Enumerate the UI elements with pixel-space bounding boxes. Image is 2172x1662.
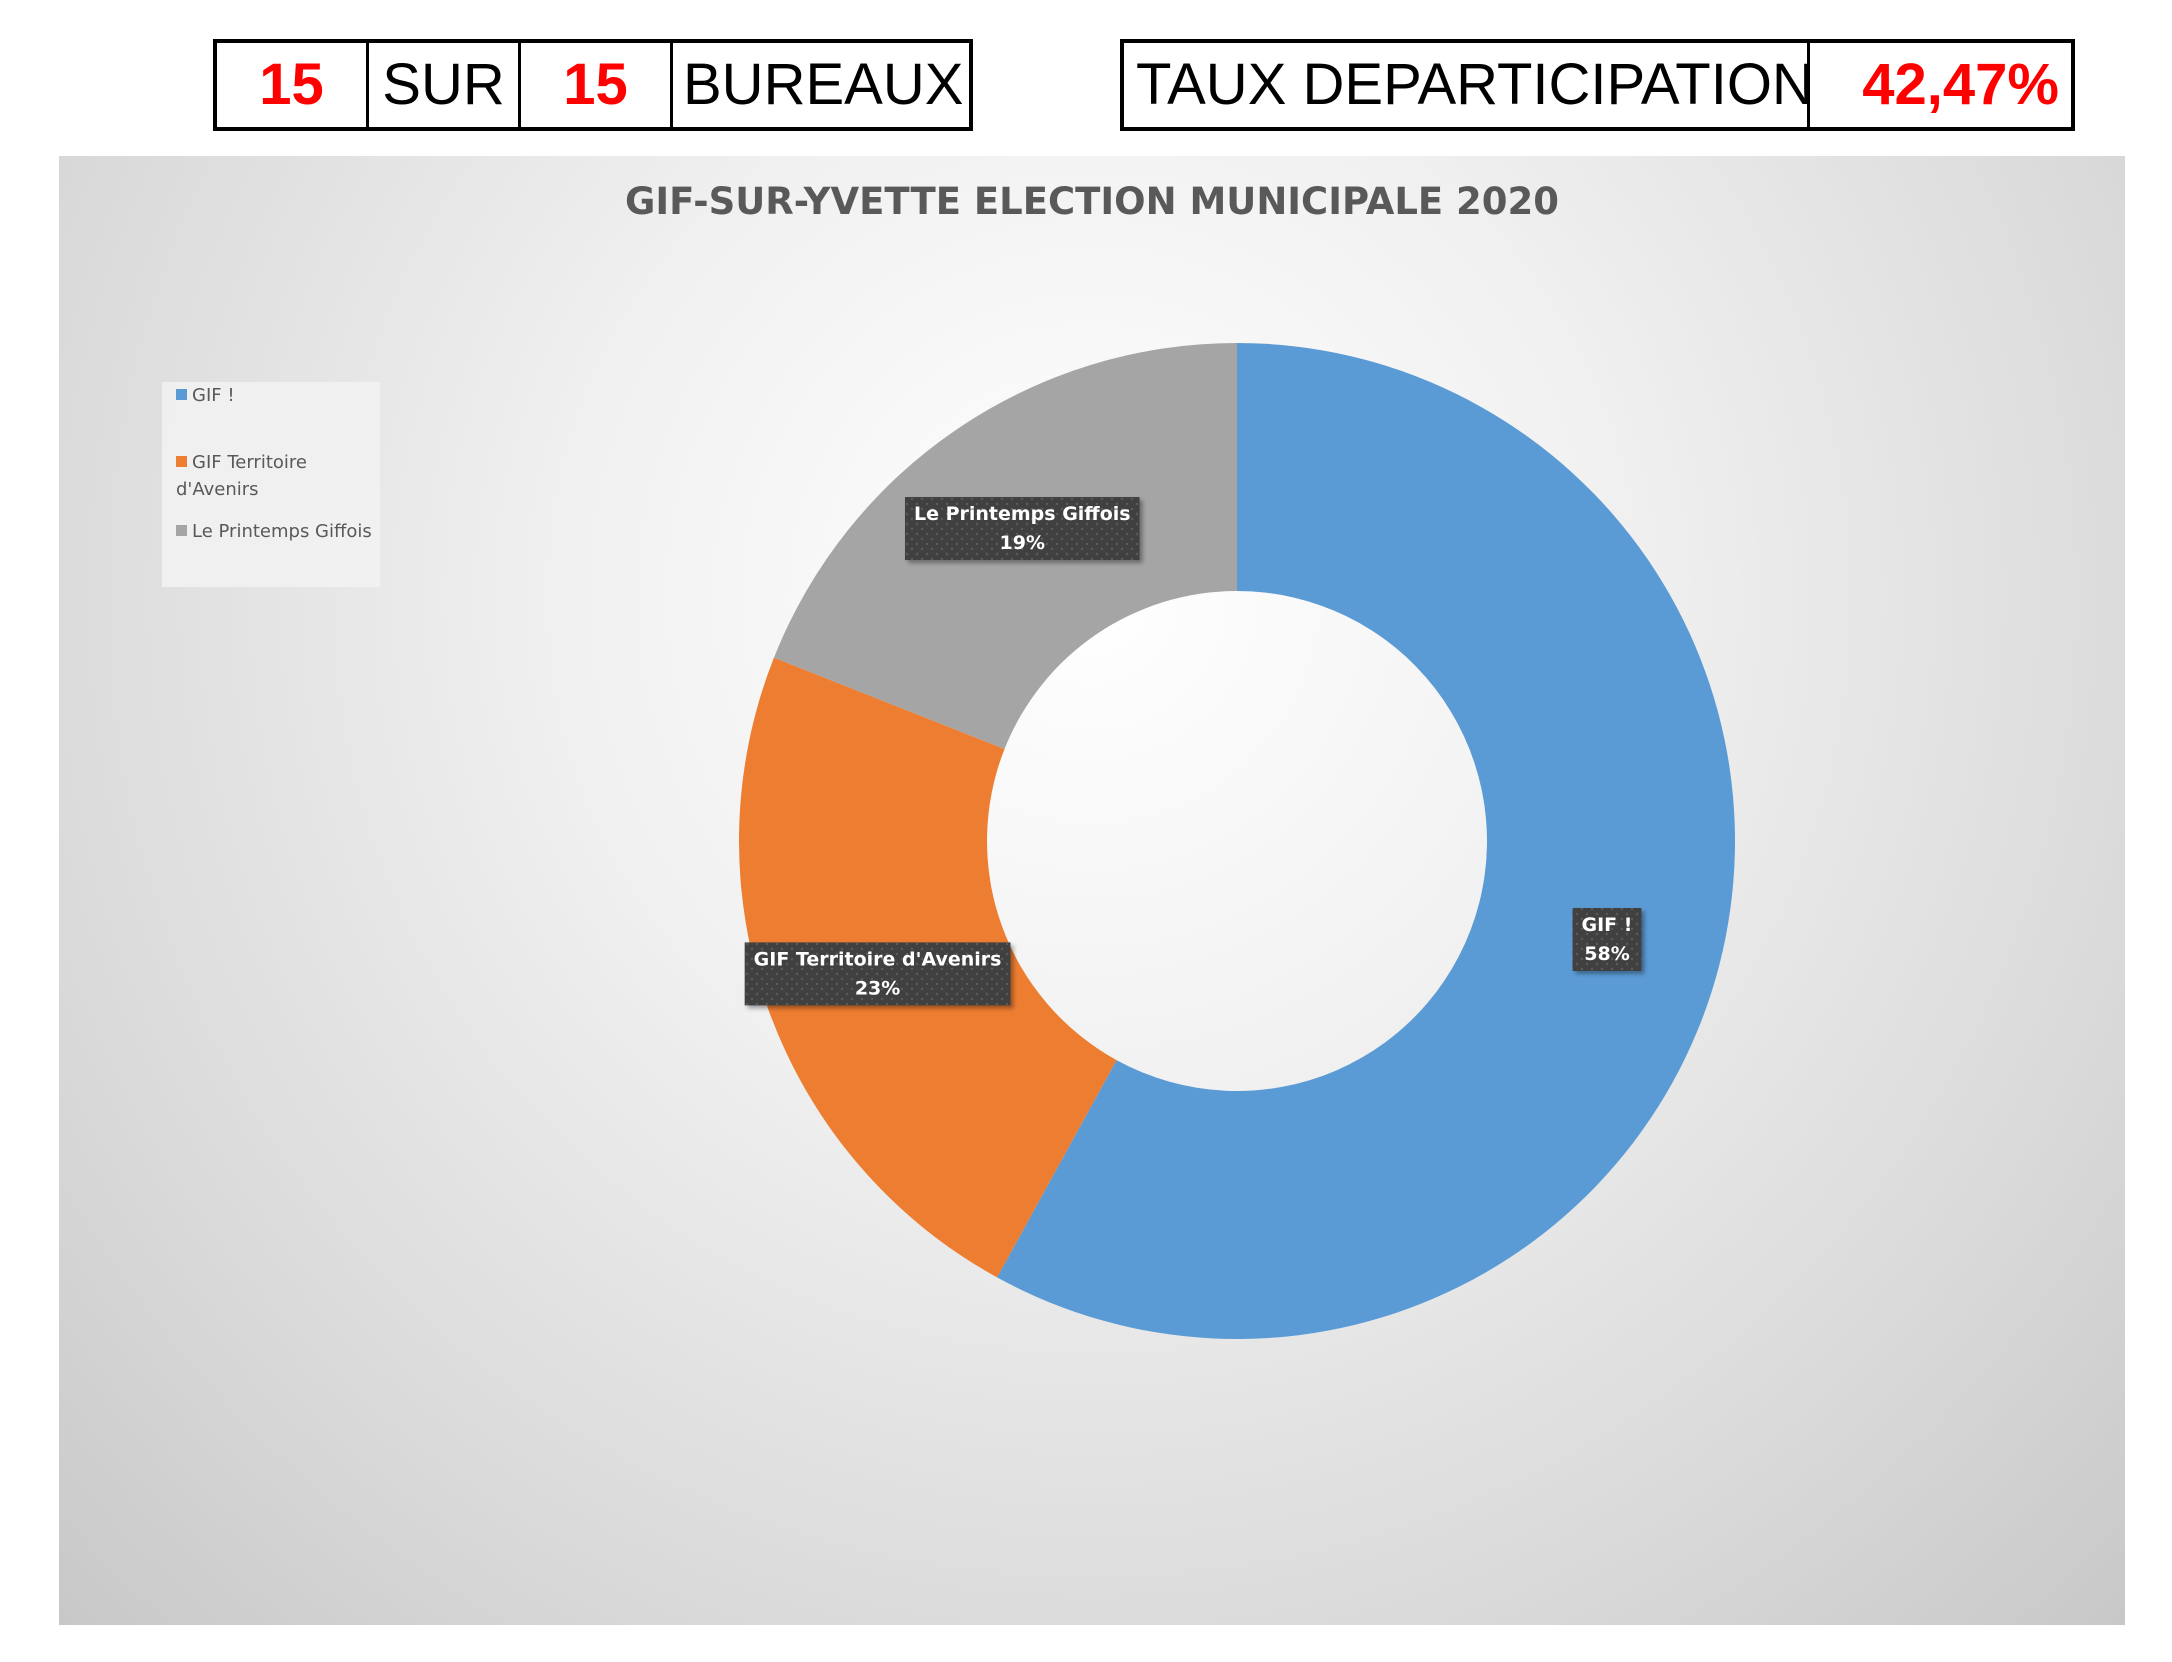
data-label-box-territoire <box>744 942 1011 1006</box>
data-label-box-gif <box>1572 907 1642 971</box>
sur-label: SUR <box>369 43 521 127</box>
legend-item-gif: GIF ! <box>176 382 235 409</box>
data-label-territoire: GIF Territoire d'Avenirs 23% <box>744 942 1011 1006</box>
data-label-value-printemps: 19% <box>1000 532 1045 554</box>
data-label-name-gif: GIF ! <box>1582 914 1633 936</box>
taux-participation-value: 42,47% <box>1862 52 2059 117</box>
donut-slice-gif <box>997 343 1735 1339</box>
legend-swatch-printemps <box>176 525 187 536</box>
data-label-value-gif: 58% <box>1584 943 1629 965</box>
taux-participation-table: TAUX DEPARTICIPATION 42,47% <box>1120 39 2075 131</box>
data-label-box-printemps <box>904 497 1140 561</box>
total-bureaux-value: 15 <box>521 43 673 127</box>
data-label-gif: GIF ! 58% <box>1572 907 1642 971</box>
legend-label-territoire: GIF Territoire d'Avenirs <box>176 452 307 500</box>
data-label-name-printemps: Le Printemps Giffois <box>914 503 1131 525</box>
chart-legend: GIF ! GIF Territoire d'Avenirs Le Printe… <box>162 382 380 587</box>
legend-item-territoire: GIF Territoire d'Avenirs <box>176 449 307 503</box>
bureaux-count-table: 15 SUR 15 BUREAUX <box>213 39 973 131</box>
legend-item-printemps: Le Printemps Giffois <box>176 518 372 545</box>
bureaux-label: BUREAUX <box>683 52 964 117</box>
legend-label-printemps: Le Printemps Giffois <box>192 521 372 542</box>
legend-swatch-territoire <box>176 456 187 467</box>
counted-bureaux-value: 15 <box>217 43 369 127</box>
taux-participation-label: TAUX DEPARTICIPATION <box>1124 43 1810 127</box>
donut-data-labels: GIF ! 58% GIF Territoire d'Avenirs 23% Le Pr… <box>744 497 1642 1006</box>
data-label-name-territoire: GIF Territoire d'Avenirs <box>754 948 1002 970</box>
legend-swatch-gif <box>176 389 187 400</box>
legend-label-gif: GIF ! <box>192 385 235 406</box>
chart-area: GIF-SUR-YVETTE ELECTION MUNICIPALE 2020 … <box>59 156 2125 1625</box>
data-label-printemps: Le Printemps Giffois 19% <box>904 497 1140 561</box>
chart-title: GIF-SUR-YVETTE ELECTION MUNICIPALE 2020 <box>624 180 1560 223</box>
donut-slices <box>738 343 1735 1339</box>
donut-chart: GIF ! 58% GIF Territoire d'Avenirs 23% Le Pr… <box>738 343 1735 1339</box>
data-label-value-territoire: 23% <box>855 977 900 999</box>
